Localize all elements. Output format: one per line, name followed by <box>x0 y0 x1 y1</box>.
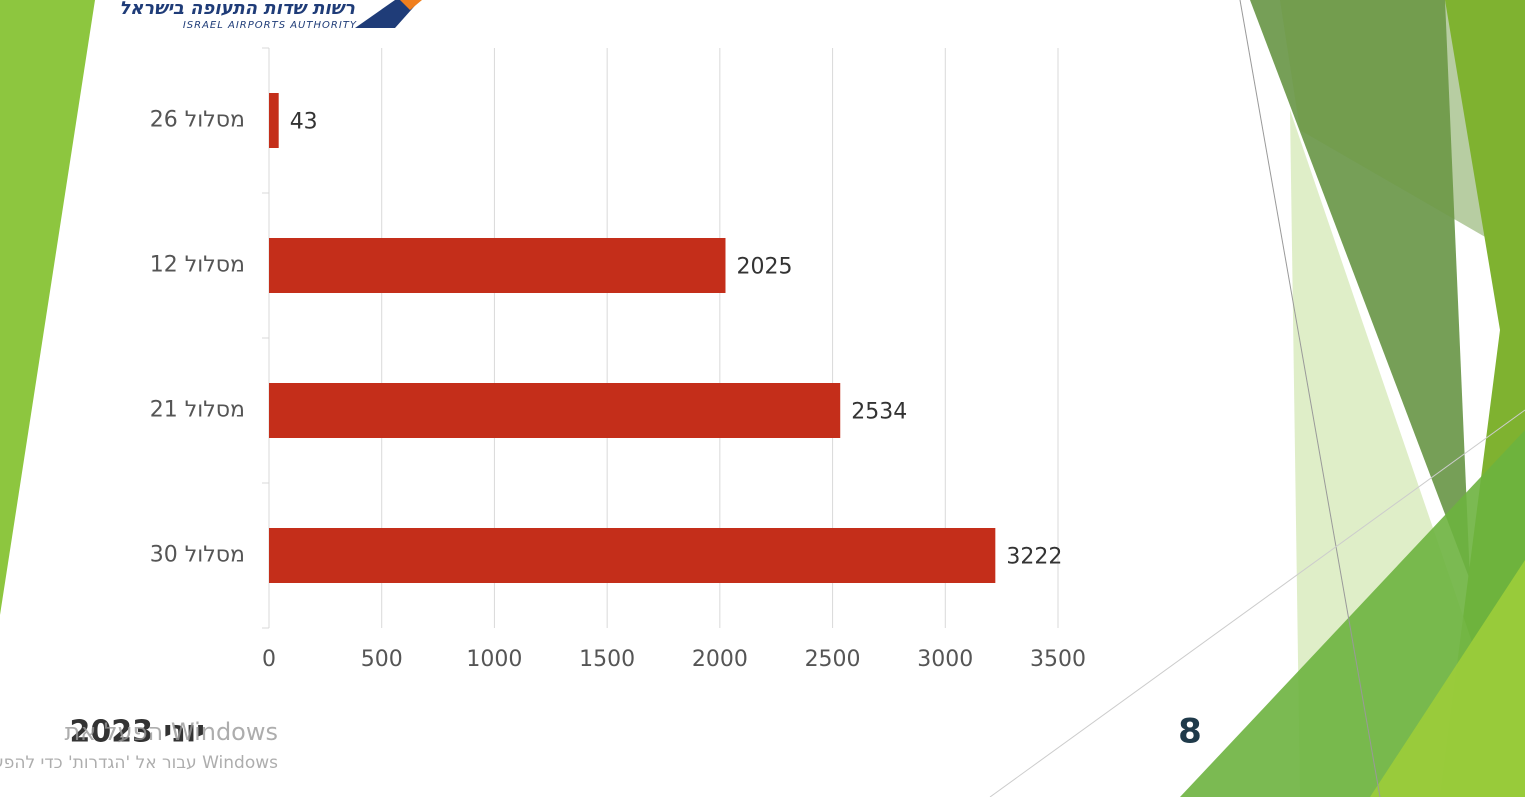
x-tick-label: 2000 <box>692 647 748 672</box>
plot: 0 500 1000 1500 2000 2500 3000 3500 מסלול 26 43 מס… <box>150 47 1086 672</box>
y-tick-label: מסלול 21 <box>150 398 245 423</box>
x-tick-label: 1500 <box>579 647 635 672</box>
y-tick-label: מסלול 26 <box>150 108 245 133</box>
decor-line <box>1239 0 1381 797</box>
x-tick-label: 3500 <box>1030 647 1086 672</box>
bar <box>269 93 279 148</box>
x-tick-label: 500 <box>361 647 403 672</box>
data-label: 3222 <box>1006 545 1062 570</box>
x-tick-label: 0 <box>262 647 276 672</box>
footer-date: יוני 2023 <box>69 715 205 750</box>
decor-line <box>989 409 1525 797</box>
x-tick-label: 3000 <box>917 647 973 672</box>
y-tick-label: מסלול 12 <box>150 253 245 278</box>
data-label: 2534 <box>851 400 907 425</box>
bar <box>269 383 841 438</box>
data-label: 43 <box>290 110 318 135</box>
x-tick-label: 1000 <box>466 647 522 672</box>
logo-mark <box>400 0 422 10</box>
bar <box>269 238 726 293</box>
y-tick-label: מסלול 30 <box>150 543 245 568</box>
x-tick-label: 2500 <box>805 647 861 672</box>
logo-mark <box>355 0 420 28</box>
watermark: עבור אל 'הגדרות' כדי להפעיל את Windows <box>0 753 278 773</box>
logo-english: ISRAEL AIRPORTS AUTHORITY <box>183 20 357 31</box>
logo-hebrew: רשות שדות התעופה בישראל <box>119 0 355 19</box>
data-label: 2025 <box>736 255 792 280</box>
bar <box>269 528 996 583</box>
right-decoration <box>1370 560 1525 797</box>
watermark: הפעל את Windows <box>64 718 278 746</box>
page-number: 8 <box>1178 712 1202 752</box>
left-decoration <box>0 0 95 615</box>
